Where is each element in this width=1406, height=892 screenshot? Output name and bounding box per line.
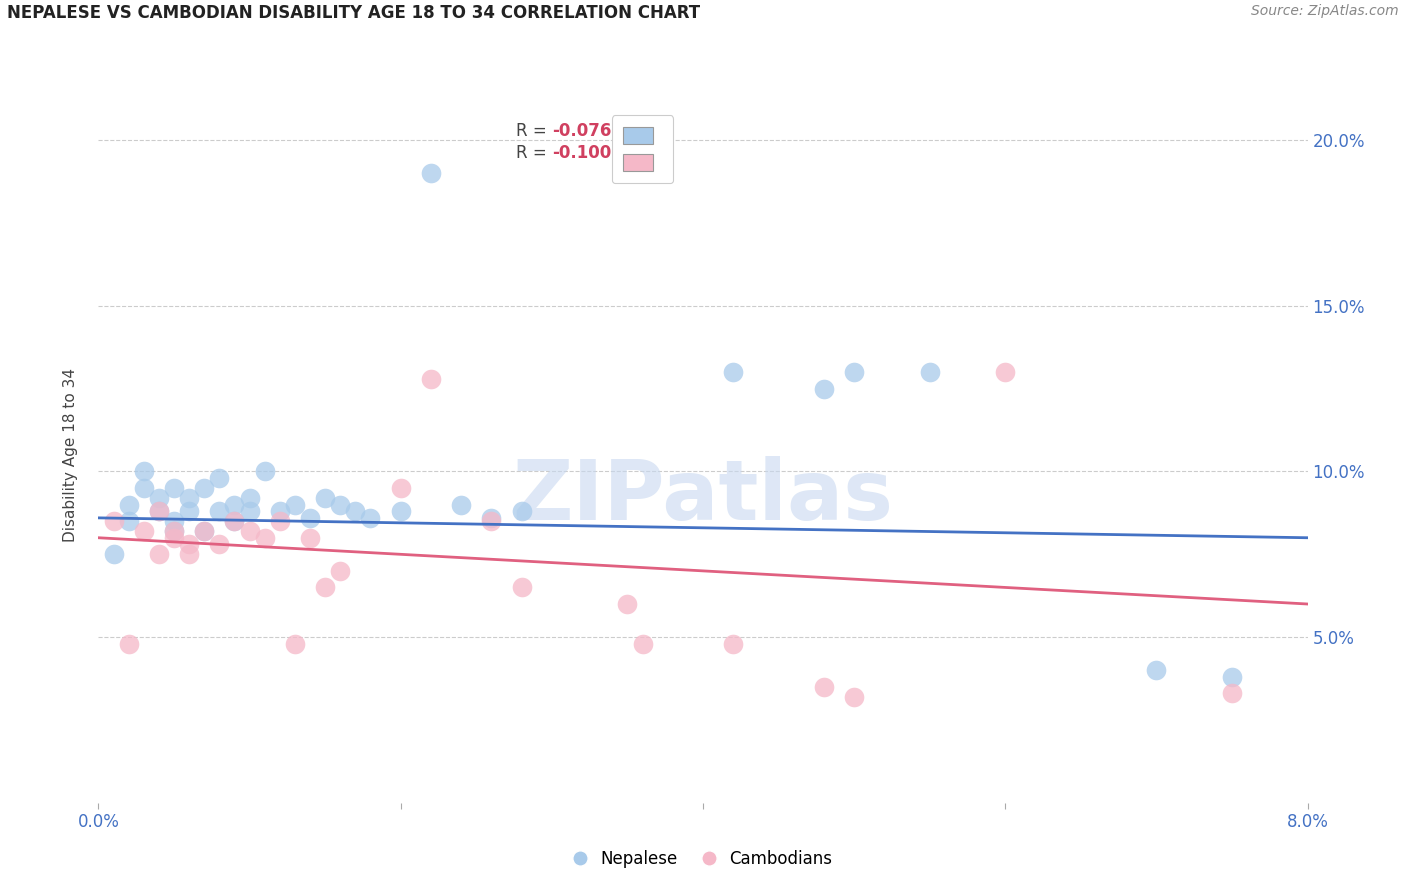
Text: 30: 30	[652, 144, 675, 162]
Point	[179, 547, 201, 561]
Point	[118, 498, 141, 512]
Point	[148, 491, 170, 505]
Point	[284, 637, 307, 651]
Point	[239, 504, 262, 518]
Point	[284, 498, 307, 512]
Point	[510, 504, 533, 518]
Point	[103, 547, 125, 561]
Point	[148, 547, 170, 561]
Text: N =: N =	[606, 121, 659, 140]
Text: -0.100: -0.100	[553, 144, 612, 162]
Point	[224, 514, 246, 528]
Point	[994, 365, 1017, 379]
Point	[631, 637, 654, 651]
Point	[179, 504, 201, 518]
Point	[420, 372, 443, 386]
Legend: Nepalese, Cambodians: Nepalese, Cambodians	[567, 844, 839, 875]
Point	[918, 365, 941, 379]
Point	[193, 524, 215, 538]
Point	[224, 498, 246, 512]
Point	[163, 524, 186, 538]
Point	[389, 504, 412, 518]
Point	[193, 481, 215, 495]
Text: ZIPatlas: ZIPatlas	[513, 456, 893, 537]
Text: 39: 39	[652, 121, 675, 140]
Point	[253, 531, 276, 545]
Point	[299, 531, 322, 545]
Point	[179, 491, 201, 505]
Point	[510, 581, 533, 595]
Point	[253, 465, 276, 479]
Point	[1220, 686, 1243, 700]
Point	[163, 481, 186, 495]
Text: R =: R =	[516, 121, 551, 140]
Point	[1146, 663, 1168, 677]
Point	[269, 514, 291, 528]
Point	[329, 498, 352, 512]
Legend: , : ,	[612, 115, 673, 184]
Point	[314, 581, 336, 595]
Point	[389, 481, 412, 495]
Point	[239, 491, 262, 505]
Point	[148, 504, 170, 518]
Point	[208, 537, 231, 551]
Point	[269, 504, 291, 518]
Text: R =: R =	[516, 144, 551, 162]
Point	[224, 514, 246, 528]
Point	[420, 166, 443, 180]
Point	[329, 564, 352, 578]
Point	[163, 514, 186, 528]
Point	[103, 514, 125, 528]
Point	[163, 524, 186, 538]
Point	[118, 637, 141, 651]
Point	[239, 524, 262, 538]
Point	[314, 491, 336, 505]
Point	[132, 465, 155, 479]
Text: NEPALESE VS CAMBODIAN DISABILITY AGE 18 TO 34 CORRELATION CHART: NEPALESE VS CAMBODIAN DISABILITY AGE 18 …	[7, 4, 700, 22]
Text: -0.076: -0.076	[553, 121, 612, 140]
Point	[208, 471, 231, 485]
Point	[148, 504, 170, 518]
Point	[163, 531, 186, 545]
Point	[360, 511, 382, 525]
Text: N =: N =	[606, 144, 659, 162]
Point	[723, 365, 745, 379]
Point	[481, 514, 503, 528]
Point	[132, 481, 155, 495]
Point	[481, 511, 503, 525]
Point	[118, 514, 141, 528]
Point	[844, 365, 866, 379]
Point	[844, 690, 866, 704]
Point	[179, 537, 201, 551]
Point	[208, 504, 231, 518]
Point	[813, 680, 835, 694]
Point	[193, 524, 215, 538]
Point	[132, 524, 155, 538]
Point	[813, 382, 835, 396]
Point	[616, 597, 638, 611]
Y-axis label: Disability Age 18 to 34: Disability Age 18 to 34	[63, 368, 77, 542]
Point	[1220, 670, 1243, 684]
Point	[723, 637, 745, 651]
Text: Source: ZipAtlas.com: Source: ZipAtlas.com	[1251, 4, 1399, 19]
Point	[450, 498, 472, 512]
Point	[344, 504, 367, 518]
Point	[299, 511, 322, 525]
